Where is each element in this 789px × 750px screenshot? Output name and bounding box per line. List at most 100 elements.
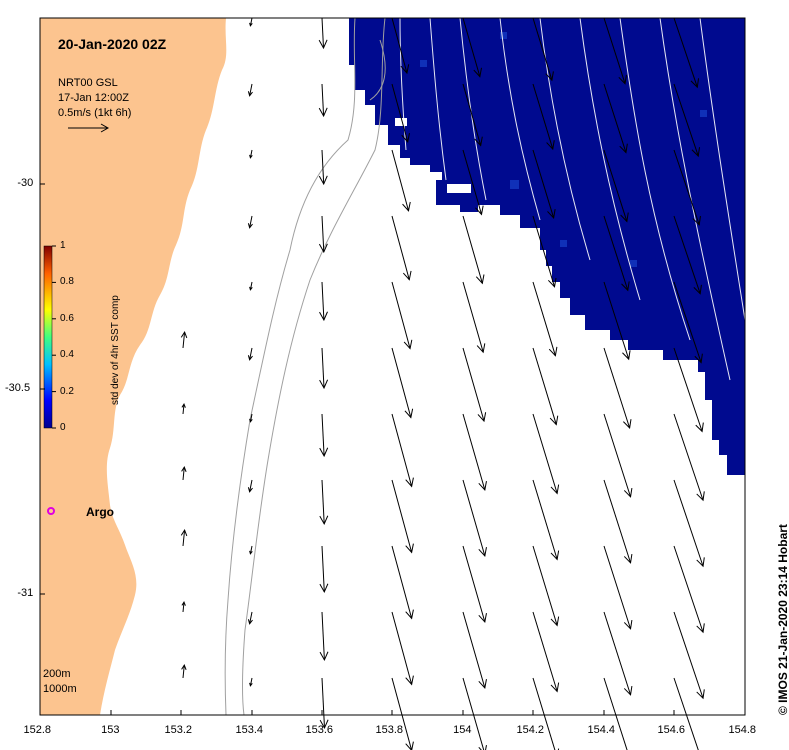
argo-label: Argo: [86, 505, 114, 519]
velocity-arrow: [249, 281, 253, 291]
velocity-arrow: [319, 281, 328, 322]
velocity-arrow: [603, 479, 633, 564]
lon-tick-label: 153: [101, 724, 120, 736]
velocity-arrow: [249, 677, 253, 687]
velocity-arrow: [532, 149, 556, 220]
scale-arrow: [68, 123, 110, 133]
lon-tick-label: 153.8: [375, 724, 404, 736]
velocity-arrow: [673, 83, 700, 158]
axis-ticks: [39, 183, 746, 715]
velocity-arrow: [180, 330, 188, 349]
colorbar-tick-label: 1: [60, 240, 66, 251]
scale-label: 0.5m/s (1kt 6h): [58, 107, 132, 119]
velocity-arrow: [181, 663, 187, 679]
velocity-arrow: [391, 413, 414, 488]
velocity-arrow: [249, 413, 253, 423]
velocity-arrow: [462, 215, 485, 285]
depth-200m: 200m: [43, 668, 71, 680]
product-label: NRT00 GSL: [58, 77, 118, 89]
velocity-arrow: [603, 347, 632, 430]
velocity-arrow: [391, 83, 410, 143]
colorbar-tick-label: 0: [60, 422, 66, 433]
velocity-arrow: [318, 149, 328, 186]
depth-1000m: 1000m: [43, 683, 77, 695]
colorbar-tick-label: 0.4: [60, 349, 74, 361]
velocity-arrow: [603, 413, 633, 498]
lon-tick-label: 154: [453, 724, 472, 736]
velocity-arrow: [462, 677, 487, 750]
velocity-arrow: [462, 545, 487, 623]
lat-tick-label: -30.5: [5, 382, 31, 394]
lat-tick-label: -31: [17, 587, 34, 599]
velocity-arrow: [532, 479, 560, 561]
velocity-arrow: [603, 83, 628, 154]
velocity-arrow: [391, 215, 412, 281]
velocity-date: 17-Jan 12:00Z: [58, 92, 129, 104]
velocity-arrow: [319, 611, 329, 662]
velocity-vectors: [180, 17, 705, 750]
velocity-arrow: [532, 17, 554, 82]
velocity-arrow: [391, 611, 414, 686]
velocity-arrow: [318, 17, 328, 50]
velocity-arrow: [532, 677, 560, 750]
map-title: 20-Jan-2020 02Z: [58, 36, 167, 52]
velocity-arrow: [181, 402, 186, 415]
velocity-arrow: [318, 83, 328, 118]
velocity-arrow: [318, 215, 328, 254]
velocity-arrow: [532, 545, 560, 627]
velocity-arrow: [673, 347, 704, 433]
velocity-arrow: [249, 17, 253, 27]
colorbar-tick-label: 0.8: [60, 276, 74, 288]
lon-tick-label: 153.2: [164, 724, 193, 736]
velocity-arrow: [391, 479, 414, 554]
velocity-arrow: [391, 545, 414, 620]
imos-credit: © IMOS 21-Jan-2020 23:14 Hobart: [776, 524, 789, 715]
velocity-arrow: [603, 281, 631, 361]
velocity-arrow: [673, 545, 705, 634]
lon-tick-label: 152.8: [23, 724, 52, 736]
colorbar-ticks: [52, 245, 56, 429]
velocity-arrow: [673, 215, 702, 295]
velocity-arrow: [603, 215, 630, 292]
velocity-arrow: [249, 545, 253, 555]
velocity-arrow: [249, 149, 253, 159]
lon-tick-label: 154.4: [587, 724, 616, 736]
velocity-arrow: [673, 17, 700, 89]
colorbar: [43, 245, 53, 429]
sst-stddev-field: [349, 18, 745, 475]
velocity-arrow: [391, 149, 411, 212]
velocity-arrow: [532, 611, 560, 693]
velocity-arrow: [391, 17, 410, 75]
velocity-arrow: [673, 611, 705, 700]
velocity-arrow: [462, 413, 487, 491]
velocity-arrow: [391, 677, 414, 750]
lon-tick-label: 154.2: [516, 724, 545, 736]
argo-marker: [47, 507, 55, 515]
lat-tick-label: -30: [17, 177, 34, 189]
velocity-arrow: [319, 413, 329, 458]
velocity-arrow: [180, 528, 188, 547]
velocity-arrow: [603, 17, 627, 85]
velocity-arrow: [247, 611, 253, 625]
velocity-arrow: [181, 465, 187, 481]
velocity-arrow: [462, 347, 487, 423]
colorbar-tick-label: 0.2: [60, 385, 74, 397]
velocity-arrow: [603, 611, 633, 696]
velocity-arrow: [673, 479, 705, 568]
velocity-arrow: [319, 347, 329, 390]
velocity-arrow: [673, 413, 705, 502]
velocity-arrow: [247, 347, 253, 361]
velocity-arrow: [462, 17, 482, 78]
velocity-arrow: [391, 281, 413, 350]
velocity-arrow: [391, 347, 414, 419]
velocity-arrow: [319, 545, 329, 594]
velocity-arrow: [181, 600, 186, 613]
velocity-arrow: [532, 215, 557, 288]
velocity-arrow: [462, 611, 487, 689]
land-coastline: [40, 18, 227, 715]
velocity-arrow: [603, 149, 629, 223]
velocity-arrow: [532, 413, 560, 495]
colorbar-title: std dev of 4hr SST comp: [110, 295, 121, 405]
velocity-arrow: [462, 149, 484, 216]
